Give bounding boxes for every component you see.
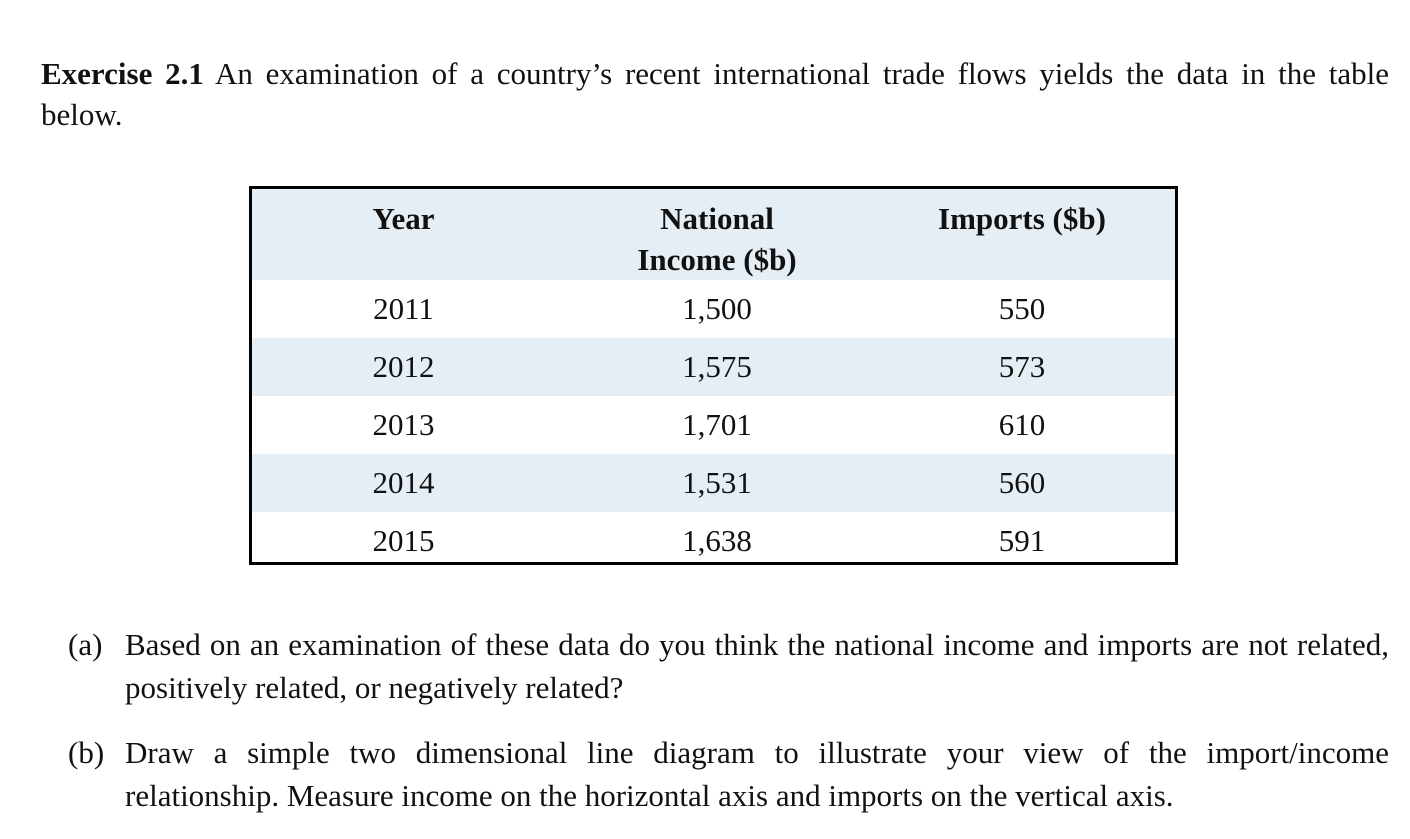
exercise-label: Exercise 2.1 — [41, 56, 204, 91]
cell-national-income: 1,638 — [682, 523, 752, 558]
question-text: Draw a simple two dimensional line diagr… — [125, 735, 1389, 813]
question-text: Based on an examination of these data do… — [125, 627, 1389, 705]
header-imports: Imports ($b) — [938, 201, 1106, 236]
exercise-intro-text: An examination of a country’s recent int… — [41, 56, 1389, 132]
cell-imports: 560 — [998, 465, 1046, 500]
cell-national-income: 1,575 — [682, 349, 752, 384]
cell-imports: 610 — [998, 407, 1046, 442]
question-label: (a) — [68, 627, 103, 662]
cell-imports: 573 — [998, 349, 1046, 384]
header-year: Year — [372, 201, 435, 236]
trade-data-table: Year National Income ($b) Imports ($b) 2… — [249, 186, 1178, 565]
table-header: Year National Income ($b) Imports ($b) — [252, 189, 1175, 280]
table-row: 2015 1,638 591 — [252, 512, 1175, 562]
question-item: (b) Draw a simple two dimensional line di… — [68, 731, 1389, 817]
cell-national-income: 1,531 — [682, 465, 752, 500]
cell-national-income: 1,500 — [682, 291, 752, 326]
question-item: (a) Based on an examination of these data… — [68, 623, 1389, 709]
cell-year: 2014 — [372, 465, 435, 500]
cell-year: 2012 — [372, 349, 435, 384]
table-header-row: Year National Income ($b) Imports ($b) — [252, 189, 1175, 280]
table-row: 2013 1,701 610 — [252, 396, 1175, 454]
header-national-income-text: National Income ($b) — [637, 201, 797, 277]
cell-year: 2015 — [372, 523, 435, 558]
cell-national-income: 1,701 — [682, 407, 752, 442]
question-label: (b) — [68, 735, 105, 770]
exercise-intro: Exercise 2.1 An examination of a country… — [41, 53, 1389, 135]
table-row: 2011 1,500 550 — [252, 280, 1175, 338]
table-row: 2014 1,531 560 — [252, 454, 1175, 512]
question-list: (a) Based on an examination of these data… — [68, 623, 1389, 839]
cell-year: 2013 — [372, 407, 435, 442]
table-body: 2011 1,500 550 2012 1,575 573 2013 1,701 610 2014… — [252, 280, 1175, 562]
table: Year National Income ($b) Imports ($b) 2… — [252, 189, 1175, 562]
header-national-income: National Income ($b) — [565, 189, 869, 280]
cell-imports: 591 — [998, 523, 1046, 558]
cell-year: 2011 — [373, 291, 434, 326]
cell-imports: 550 — [998, 291, 1046, 326]
table-row: 2012 1,575 573 — [252, 338, 1175, 396]
